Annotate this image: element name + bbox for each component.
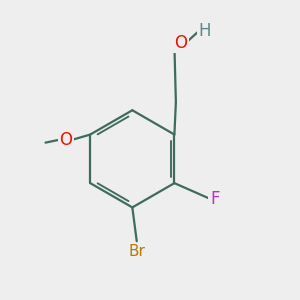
Text: F: F: [210, 190, 220, 208]
Text: O: O: [174, 34, 188, 52]
Text: O: O: [60, 131, 73, 149]
Text: H: H: [198, 22, 211, 40]
Text: Br: Br: [128, 244, 145, 259]
